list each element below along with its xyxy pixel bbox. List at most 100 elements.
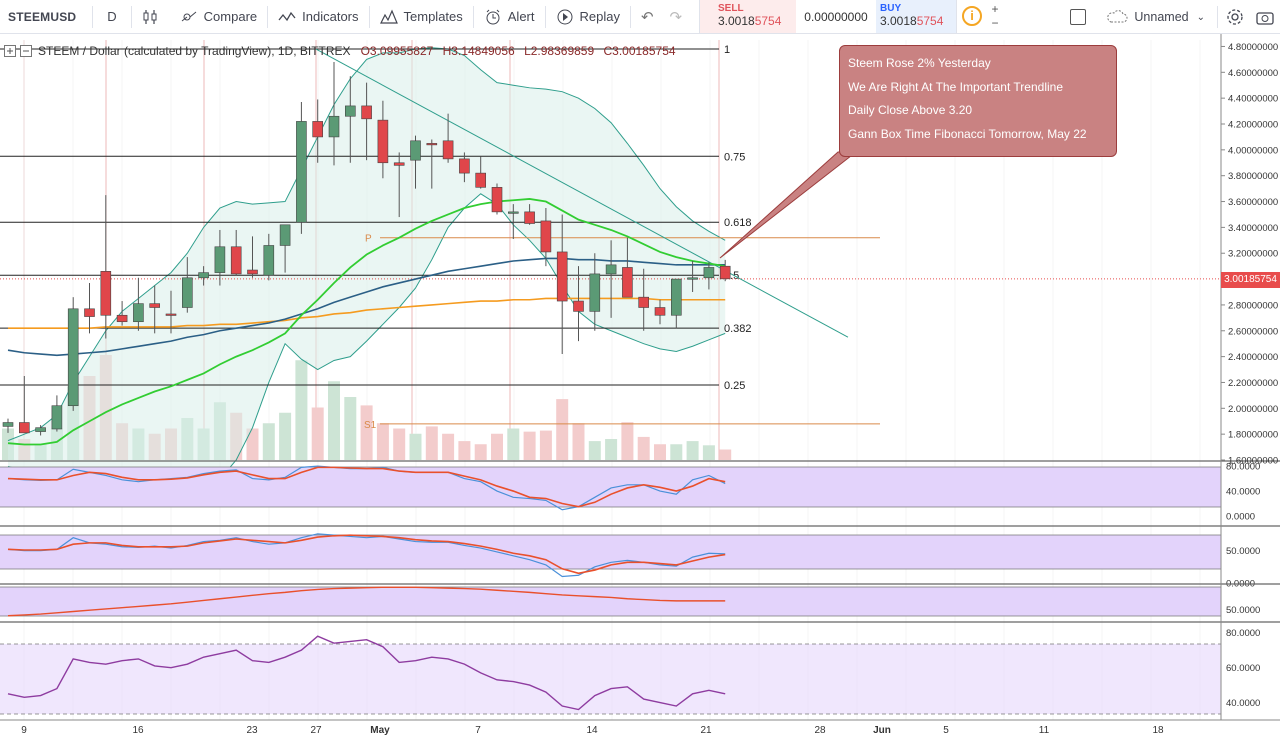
- annotation-callout[interactable]: Steem Rose 2% Yesterday We Are Right At …: [839, 45, 1117, 157]
- collapse-icon[interactable]: [20, 45, 32, 57]
- stoch-d-line: [7, 466, 726, 508]
- oscillator-tick-label: 50.0000: [1226, 546, 1260, 557]
- buy-price-main: 3.0018: [880, 14, 917, 28]
- ema-mid-line: [7, 257, 726, 357]
- moving-averages: [7, 198, 726, 446]
- candle-body: [377, 119, 389, 164]
- candles-icon: [143, 9, 157, 24]
- candle-body: [670, 278, 682, 316]
- settings-button[interactable]: [1220, 0, 1250, 34]
- candle-body: [524, 211, 535, 224]
- symbol-search[interactable]: STEEMUSD: [0, 0, 90, 34]
- indicators-icon: [278, 11, 296, 21]
- axis-tick-label: 4.80000000: [1228, 42, 1278, 53]
- volume-bar: [295, 360, 308, 460]
- sell-button[interactable]: SELL 3.00185754: [700, 0, 796, 33]
- templates-button[interactable]: Templates: [372, 0, 471, 34]
- alert-button[interactable]: Alert: [476, 0, 543, 34]
- volume-bar: [393, 428, 406, 460]
- divider: [130, 5, 132, 28]
- candle-body: [410, 140, 421, 161]
- plus-icon[interactable]: +: [991, 2, 999, 16]
- compare-button[interactable]: Compare: [172, 0, 265, 34]
- axis-tick-label: 3.60000000: [1228, 197, 1278, 208]
- symbol-label: STEEMUSD: [8, 9, 77, 24]
- pivot-label: S1: [364, 420, 377, 431]
- info-icon[interactable]: i: [962, 6, 982, 26]
- time-tick-label: 21: [700, 725, 712, 736]
- time-tick-label: 18: [1152, 725, 1164, 736]
- oscillator-tick-label: 60.0000: [1226, 663, 1260, 674]
- right-toolbar: Unnamed ⌄: [1070, 0, 1280, 34]
- candle-body: [687, 277, 698, 280]
- sell-price-tail: 5754: [754, 14, 782, 28]
- undo-button[interactable]: ↶: [633, 0, 662, 34]
- replay-button[interactable]: Replay: [548, 0, 628, 34]
- candle-body: [507, 211, 519, 214]
- volume-bar: [311, 407, 324, 460]
- minus-icon[interactable]: −: [991, 16, 999, 30]
- candle-body: [182, 277, 193, 308]
- layout-menu[interactable]: Unnamed ⌄: [1106, 10, 1205, 24]
- redo-icon: ↷: [669, 8, 683, 26]
- time-tick-label: 23: [246, 725, 258, 736]
- time-tick-label: 11: [1039, 725, 1050, 736]
- candles: [2, 61, 858, 436]
- quantity-field[interactable]: 0.00000000: [796, 0, 876, 33]
- time-tick-label: 14: [586, 725, 598, 736]
- candle-body: [263, 245, 275, 276]
- candle-body: [230, 246, 242, 275]
- volume-bar: [523, 431, 536, 460]
- axis-tick-label: 2.00000000: [1228, 404, 1278, 415]
- axis-tick-label: 3.20000000: [1228, 249, 1278, 260]
- annotation-line: We Are Right At The Important Trendline: [848, 79, 1064, 94]
- candle-body: [605, 264, 617, 275]
- compare-label: Compare: [203, 9, 258, 24]
- buy-price-tail: 5754: [916, 14, 944, 28]
- candle-body: [426, 143, 438, 146]
- redo-button[interactable]: ↷: [662, 0, 691, 34]
- divider: [472, 5, 474, 28]
- volume-bar: [409, 433, 422, 460]
- compare-icon: [181, 11, 196, 21]
- alert-label: Alert: [507, 9, 535, 24]
- candle-body: [328, 115, 340, 138]
- candle-body: [149, 303, 160, 308]
- volume-bar: [686, 441, 699, 460]
- candle-body: [100, 271, 112, 316]
- templates-label: Templates: [403, 9, 463, 24]
- interval-label: D: [107, 9, 117, 24]
- time-tick-label: 16: [132, 725, 144, 736]
- volume-bar: [507, 428, 520, 460]
- indicators-button[interactable]: Indicators: [270, 0, 366, 34]
- bollinger-upper: [7, 47, 726, 442]
- volume-bar: [458, 441, 471, 460]
- time-tick-label: 7: [475, 725, 481, 736]
- snapshot-button[interactable]: [1250, 0, 1280, 34]
- candle-body: [654, 307, 666, 316]
- volume-bar: [654, 444, 666, 460]
- buy-button[interactable]: BUY 3.00185754: [876, 0, 956, 33]
- volume-bar: [279, 412, 292, 460]
- quantity-value: 0.00000000: [804, 10, 868, 24]
- undo-icon: ↶: [640, 8, 654, 26]
- volume-bar: [442, 433, 455, 460]
- chart-style-button[interactable]: [134, 0, 172, 34]
- candle-body: [67, 308, 79, 407]
- oscillator-band: [0, 535, 1221, 569]
- expand-icon[interactable]: [4, 45, 16, 57]
- quantity-stepper[interactable]: + −: [988, 2, 1002, 30]
- replay-icon: [557, 9, 572, 24]
- axis-tick-label: 3.80000000: [1228, 171, 1278, 182]
- volume-bar: [702, 445, 715, 460]
- volume-bar: [491, 433, 503, 460]
- candle-body: [279, 224, 291, 246]
- chart-legend: STEEM / Dollar (calculated by TradingVie…: [4, 44, 682, 58]
- candle-body: [116, 314, 128, 323]
- candle-body: [638, 296, 650, 308]
- candle-body: [719, 265, 731, 280]
- interval-button[interactable]: D: [95, 0, 128, 34]
- sell-price: 3.00185754: [718, 14, 796, 28]
- fullscreen-toggle[interactable]: [1070, 9, 1087, 25]
- top-toolbar: STEEMUSD D Compare Indicators Templates …: [0, 0, 1280, 34]
